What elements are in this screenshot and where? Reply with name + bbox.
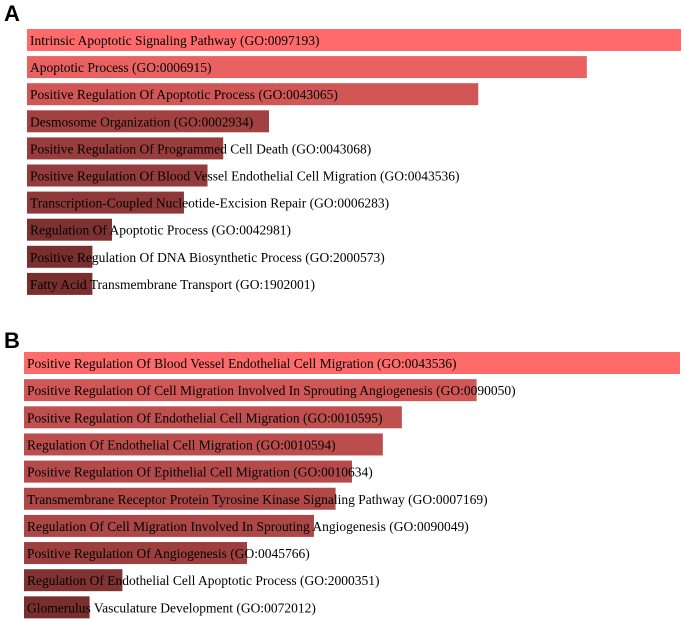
- bar-label-b-6: Transmembrane Receptor Protein Tyrosine …: [27, 492, 488, 507]
- bar-b-9: [24, 569, 123, 592]
- bar-a-10: [27, 272, 93, 295]
- bar-chart-b: Positive Regulation Of Blood Vessel Endo…: [24, 352, 680, 619]
- bar-chart-a: Intrinsic Apoptotic Signaling Pathway (G…: [27, 29, 681, 295]
- bar-a-3: [27, 83, 479, 106]
- bar-label-b-1: Positive Regulation Of Blood Vessel Endo…: [27, 356, 456, 371]
- bar-b-2: [24, 379, 477, 402]
- bar-label-b-9: Regulation Of Endothelial Cell Apoptotic…: [27, 573, 379, 588]
- bar-a-5: [27, 137, 224, 160]
- bar-a-4: [27, 110, 269, 133]
- bar-label-a-6: Positive Regulation Of Blood Vessel Endo…: [30, 169, 459, 184]
- bar-a-8: [27, 218, 113, 241]
- bar-a-1: [27, 29, 681, 51]
- bar-b-1: [24, 352, 680, 374]
- bar-label-b-4: Regulation Of Endothelial Cell Migration…: [27, 437, 336, 452]
- bar-label-a-7: Transcription-Coupled Nucleotide-Excisio…: [30, 196, 389, 211]
- bar-a-9: [27, 245, 93, 268]
- bar-label-a-8: Regulation Of Apoptotic Process (GO:0042…: [30, 223, 291, 238]
- panel-label-b: B: [4, 328, 20, 353]
- bar-a-2: [27, 56, 587, 79]
- bar-a-7: [27, 191, 184, 214]
- bar-label-b-7: Regulation Of Cell Migration Involved In…: [27, 519, 469, 534]
- bar-label-a-9: Positive Regulation Of DNA Biosynthetic …: [30, 250, 385, 265]
- panel-label-a: A: [4, 1, 20, 26]
- bar-b-3: [24, 406, 402, 429]
- panel-a: A Intrinsic Apoptotic Signaling Pathway …: [0, 0, 685, 310]
- bar-b-5: [24, 460, 352, 483]
- bar-label-b-8: Positive Regulation Of Angiogenesis (GO:…: [27, 546, 310, 561]
- bar-label-a-5: Positive Regulation Of Programmed Cell D…: [30, 141, 371, 156]
- bar-b-8: [24, 542, 248, 565]
- bar-a-6: [27, 164, 208, 187]
- bar-label-b-10: Glomerulus Vasculature Development (GO:0…: [27, 600, 316, 615]
- bar-b-10: [24, 596, 90, 619]
- bar-label-a-4: Desmosome Organization (GO:0002934): [30, 114, 253, 129]
- bar-label-b-2: Positive Regulation Of Cell Migration In…: [27, 383, 516, 398]
- bar-label-b-3: Positive Regulation Of Endothelial Cell …: [27, 410, 382, 425]
- bar-b-4: [24, 433, 383, 456]
- bar-b-6: [24, 487, 336, 510]
- bar-label-a-1: Intrinsic Apoptotic Signaling Pathway (G…: [30, 33, 319, 48]
- bar-label-a-10: Fatty Acid Transmembrane Transport (GO:1…: [30, 277, 315, 292]
- bar-label-a-3: Positive Regulation Of Apoptotic Process…: [30, 87, 338, 102]
- panel-b: B Positive Regulation Of Blood Vessel En…: [0, 318, 685, 622]
- bar-label-b-5: Positive Regulation Of Epithelial Cell M…: [27, 465, 373, 480]
- bar-label-a-2: Apoptotic Process (GO:0006915): [30, 60, 211, 75]
- bar-b-7: [24, 514, 314, 537]
